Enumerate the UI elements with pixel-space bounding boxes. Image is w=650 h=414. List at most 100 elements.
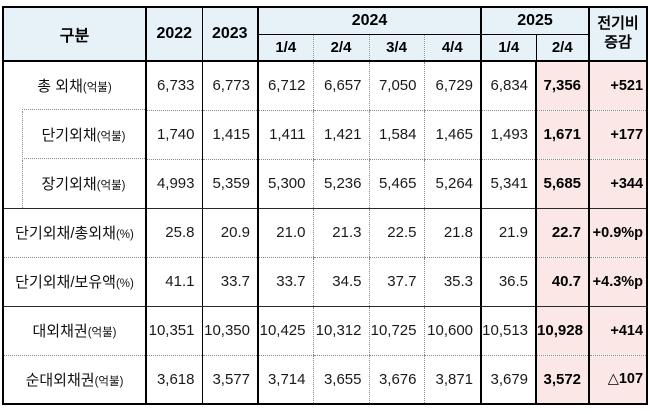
table-header: 구분 2022 2023 2024 2025 전기비 증감 1/4 2/4 3/…	[3, 7, 648, 61]
row-label: 단기외채/총외채	[15, 225, 116, 242]
header-2024-q1: 1/4	[257, 34, 313, 61]
value-cell: 3,577	[201, 355, 258, 404]
change-cell: +0.9%p	[588, 208, 648, 258]
row-label: 단기외채/보유액	[15, 274, 116, 291]
change-cell: △107	[588, 355, 648, 404]
value-cell: 35.3	[423, 257, 482, 307]
external-debt-table: 구분 2022 2023 2024 2025 전기비 증감 1/4 2/4 3/…	[2, 6, 649, 405]
value-cell: 33.7	[201, 257, 258, 307]
value-cell: 21.8	[423, 208, 482, 258]
value-cell: 4,993	[145, 159, 202, 209]
row-label-unit: (억불)	[96, 180, 126, 192]
row-label-cell: 단기외채(억불)	[3, 110, 146, 159]
value-cell: 10,350	[201, 306, 258, 356]
table-row: 단기외채(억불) 1,740 1,415 1,411 1,421 1,584 1,465 1,…	[3, 110, 648, 160]
value-cell: 5,359	[201, 159, 258, 209]
value-cell: 20.9	[201, 208, 258, 258]
value-cell: 10,351	[145, 306, 202, 356]
value-cell: 21.9	[480, 208, 537, 258]
header-category: 구분	[3, 7, 146, 61]
value-cell: 5,264	[423, 159, 482, 209]
row-label-cell: 장기외채(억불)	[3, 159, 146, 209]
change-cell: +177	[588, 110, 648, 160]
value-cell: 40.7	[535, 257, 590, 307]
table-row: 장기외채(억불) 4,993 5,359 5,300 5,236 5,465 5,264 5,…	[3, 159, 648, 209]
header-2024-q2: 2/4	[312, 34, 369, 61]
value-cell: 7,050	[368, 60, 424, 111]
value-cell: 33.7	[257, 257, 313, 307]
row-label-unit: (%)	[115, 278, 134, 290]
value-cell: 10,425	[257, 306, 313, 356]
value-cell: 1,415	[201, 110, 258, 160]
table-row: 단기외채/보유액(%) 41.1 33.7 33.7 34.5 37.7 35.3 36.5 4…	[3, 257, 648, 307]
row-label-unit: (억불)	[94, 375, 124, 388]
row-label: 대외채권	[32, 323, 88, 340]
header-2024-q3: 3/4	[368, 34, 424, 61]
value-cell: 1,465	[423, 110, 482, 160]
value-cell: 1,421	[312, 110, 369, 160]
row-label-unit: (억불)	[82, 82, 112, 95]
change-cell: +4.3%p	[588, 257, 648, 307]
value-cell: 5,236	[312, 159, 369, 209]
value-cell: 5,465	[368, 159, 424, 209]
value-cell: 5,341	[480, 159, 537, 209]
table-row: 대외채권(억불) 10,351 10,350 10,425 10,312 10,725 10…	[3, 306, 648, 356]
header-2025-q1: 1/4	[480, 34, 537, 61]
row-label-unit: (억불)	[96, 131, 126, 143]
value-cell: 1,740	[145, 110, 202, 160]
value-cell: 3,655	[312, 355, 369, 404]
header-group-2024: 2024	[256, 7, 482, 35]
value-cell: 3,572	[535, 355, 590, 404]
row-label: 단기외채	[41, 127, 97, 144]
value-cell: 3,714	[257, 355, 313, 404]
header-2025-q2: 2/4	[535, 34, 590, 61]
table-row: 순대외채권(억불) 3,618 3,577 3,714 3,655 3,676 3,871 3…	[3, 355, 648, 404]
value-cell: 3,679	[480, 355, 537, 404]
value-cell: 6,733	[145, 60, 202, 111]
row-label-unit: (%)	[115, 229, 134, 241]
row-label: 순대외채권	[25, 371, 95, 389]
value-cell: 1,584	[368, 110, 424, 160]
header-change-line1: 전기비	[597, 15, 639, 33]
value-cell: 10,513	[480, 306, 537, 356]
value-cell: 6,712	[257, 60, 313, 111]
header-year-2022: 2022	[145, 7, 202, 61]
value-cell: 10,725	[368, 306, 424, 356]
change-cell: +414	[588, 306, 648, 356]
value-cell: 5,685	[535, 159, 590, 209]
change-cell: +521	[588, 60, 648, 111]
value-cell: 1,493	[480, 110, 537, 160]
value-cell: 41.1	[145, 257, 202, 307]
row-label-unit: (억불)	[87, 327, 117, 339]
value-cell: 37.7	[368, 257, 424, 307]
value-cell: 3,871	[423, 355, 482, 404]
value-cell: 1,671	[535, 110, 590, 160]
header-change-line2: 증감	[604, 34, 632, 51]
value-cell: 1,411	[257, 110, 313, 160]
value-cell: 6,773	[201, 60, 258, 111]
value-cell: 10,928	[535, 306, 590, 356]
row-label-cell: 대외채권(억불)	[3, 306, 146, 356]
value-cell: 21.3	[312, 208, 369, 258]
header-change: 전기비 증감	[588, 7, 648, 61]
value-cell: 25.8	[145, 208, 202, 258]
value-cell: 3,676	[368, 355, 424, 404]
header-group-2025: 2025	[480, 7, 590, 35]
value-cell: 22.5	[368, 208, 424, 258]
table-row: 단기외채/총외채(%) 25.8 20.9 21.0 21.3 22.5 21.8 21.9 2…	[3, 208, 648, 258]
table-body: 총 외채(억불) 6,733 6,773 6,712 6,657 7,050 6,729 6,…	[3, 60, 648, 404]
value-cell: 6,657	[312, 60, 369, 111]
value-cell: 6,729	[423, 60, 482, 111]
row-label-cell: 단기외채/보유액(%)	[3, 257, 146, 307]
value-cell: 34.5	[312, 257, 369, 307]
row-label: 총 외채	[37, 78, 83, 96]
table-row: 총 외채(억불) 6,733 6,773 6,712 6,657 7,050 6,729 6,…	[3, 60, 648, 111]
value-cell: 36.5	[480, 257, 537, 307]
row-label-cell: 순대외채권(억불)	[3, 355, 146, 404]
value-cell: 10,600	[423, 306, 482, 356]
value-cell: 3,618	[145, 355, 202, 404]
value-cell: 5,300	[257, 159, 313, 209]
value-cell: 10,312	[312, 306, 369, 356]
value-cell: 22.7	[535, 208, 590, 258]
